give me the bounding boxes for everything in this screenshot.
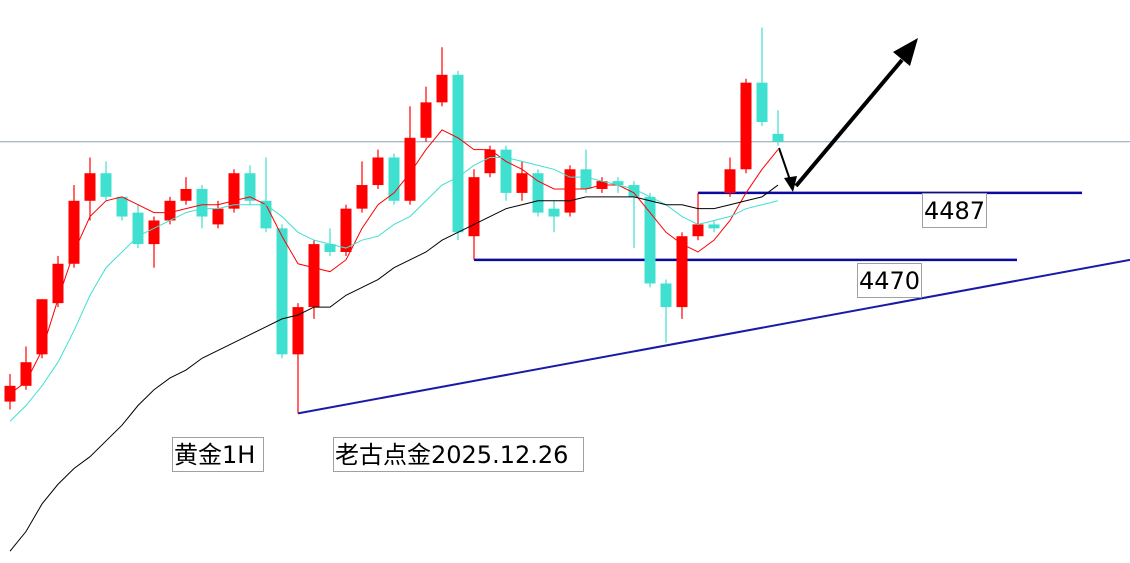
candle-body	[484, 149, 496, 174]
ma-line	[9, 129, 779, 395]
candle-body	[532, 173, 544, 213]
candle-body	[196, 188, 208, 217]
candle-body	[708, 224, 720, 229]
annotation: 黄金1H	[174, 441, 255, 469]
candle-body	[340, 208, 352, 252]
candle-body	[772, 133, 784, 142]
candle-body	[276, 228, 288, 355]
candle-body	[148, 220, 160, 245]
candle-body	[132, 212, 144, 245]
level-label-box	[857, 263, 922, 298]
candle-body	[580, 169, 592, 189]
level-label: 4470	[859, 267, 920, 295]
candle-body	[692, 224, 704, 237]
candle-body	[212, 208, 224, 225]
candle-body	[292, 307, 304, 355]
candle-body	[68, 200, 80, 264]
candle-body	[740, 82, 752, 170]
candle-body	[516, 173, 528, 193]
candle-body	[164, 200, 176, 221]
annotation-box	[172, 437, 264, 472]
candle-body	[564, 169, 576, 213]
candle-body	[404, 137, 416, 201]
level-label: 4487	[924, 197, 985, 225]
candle-body	[388, 157, 400, 201]
candle-body	[372, 157, 384, 186]
candle-body	[724, 169, 736, 193]
candle-body	[324, 244, 336, 252]
candle-body	[228, 173, 240, 209]
candle-body	[308, 244, 320, 308]
candle-body	[628, 185, 640, 197]
candle-body	[676, 236, 688, 308]
candle-body	[116, 196, 128, 217]
candle-body	[660, 283, 672, 308]
arrow	[794, 58, 904, 188]
candle-body	[244, 173, 256, 201]
candle-body	[452, 74, 464, 233]
candle-body	[180, 188, 192, 201]
ma-line	[9, 184, 779, 552]
trendline	[297, 258, 1130, 415]
candle-body	[420, 102, 432, 138]
candle-body	[468, 177, 480, 237]
arrowhead	[784, 176, 797, 192]
candle-body	[548, 208, 560, 217]
candle-body	[612, 181, 624, 186]
candle-body	[436, 74, 448, 103]
candle-body	[644, 196, 656, 284]
candle-body	[100, 173, 112, 197]
candle-body	[84, 173, 96, 201]
candle-body	[260, 200, 272, 229]
candle-body	[36, 299, 48, 355]
annotation: 老古点金2025.12.26	[335, 441, 568, 469]
candle-body	[500, 149, 512, 193]
ma-line	[9, 156, 779, 422]
annotation-box	[333, 437, 584, 472]
level-label-box	[922, 193, 987, 228]
candle-body	[756, 82, 768, 123]
arrow	[778, 147, 791, 181]
candle-body	[356, 185, 368, 209]
arrowhead	[893, 38, 918, 66]
candle-body	[20, 362, 32, 386]
candle-body	[52, 263, 64, 304]
